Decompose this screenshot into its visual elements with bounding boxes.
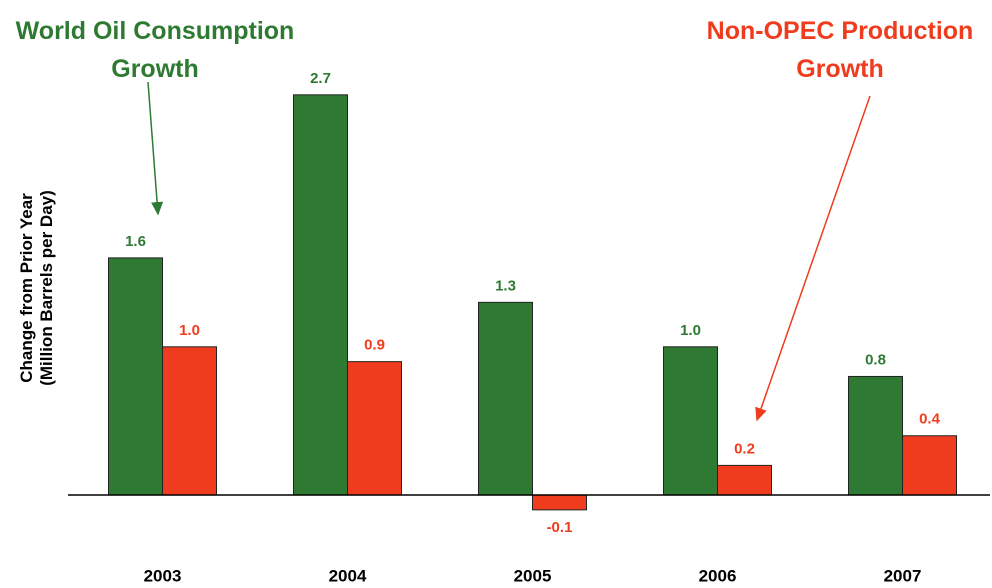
bar <box>848 375 903 496</box>
x-tick-label: 2006 <box>699 566 737 585</box>
value-label: 1.0 <box>179 322 200 339</box>
x-tick-label: 2003 <box>144 566 182 585</box>
value-label: 1.3 <box>495 277 516 294</box>
value-label: 1.6 <box>125 233 146 250</box>
value-label: 0.9 <box>364 337 385 354</box>
value-label: 0.2 <box>734 440 755 457</box>
value-label: 0.8 <box>865 351 886 368</box>
bar <box>478 301 533 496</box>
bar <box>108 257 163 496</box>
x-tick-label: 2005 <box>514 566 552 585</box>
bar <box>293 94 348 496</box>
bar <box>663 346 718 496</box>
bar <box>162 346 217 496</box>
series-annotation: World Oil Consumption Growth <box>15 17 295 83</box>
value-label: -0.1 <box>547 519 573 536</box>
value-label: 0.4 <box>919 411 941 428</box>
value-label: 2.7 <box>310 70 331 87</box>
arrow <box>755 95 871 422</box>
bar <box>717 464 772 496</box>
x-tick-label: 2004 <box>329 566 367 585</box>
value-label: 1.0 <box>680 322 701 339</box>
bar <box>902 435 957 496</box>
x-tick-label: 2007 <box>884 566 922 585</box>
series-annotation: Non-OPEC Production Growth <box>706 17 974 83</box>
bar <box>347 361 402 496</box>
y-axis-label: Change from Prior Year (Million Barrels … <box>17 190 56 386</box>
bar <box>532 494 587 511</box>
arrow <box>147 81 164 216</box>
